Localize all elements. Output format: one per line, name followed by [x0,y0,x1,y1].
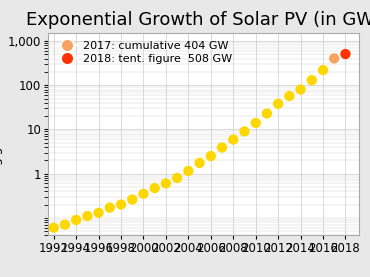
Point [141,192,147,196]
Point [51,225,57,230]
Point [163,181,169,186]
Point [95,211,101,215]
Point [343,52,349,56]
Point [62,222,68,227]
Point [208,154,214,158]
Point [84,214,90,218]
Point [331,56,337,61]
Legend: 2017: cumulative 404 GW, 2018: tent. figure  508 GW: 2017: cumulative 404 GW, 2018: tent. fig… [54,39,234,66]
Point [253,121,259,125]
Point [297,87,303,92]
Title: Exponential Growth of Solar PV (in GW): Exponential Growth of Solar PV (in GW) [26,11,370,29]
Point [320,68,326,72]
Point [219,145,225,150]
Point [107,206,113,210]
Point [174,176,180,180]
Point [196,161,202,165]
Point [309,78,315,83]
Point [230,137,236,142]
Point [185,169,191,173]
Y-axis label: gigawatts: gigawatts [0,104,2,165]
Point [152,186,158,190]
Point [73,218,79,222]
Point [275,102,281,106]
Point [242,129,248,134]
Point [286,94,292,98]
Point [129,197,135,202]
Point [118,202,124,207]
Point [264,111,270,116]
